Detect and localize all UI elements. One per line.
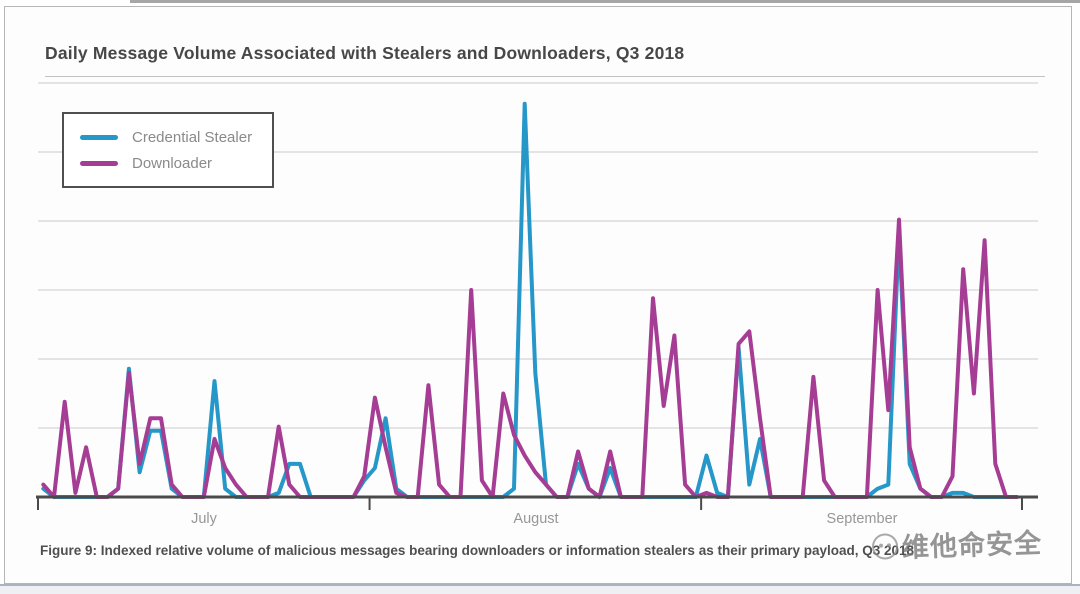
credential-stealer-line-swatch: [80, 134, 118, 140]
screenshot-top-edge: [130, 0, 1080, 3]
downloader-line-swatch: [80, 160, 118, 166]
legend-item-downloader: Downloader: [80, 155, 272, 172]
chart-title: Daily Message Volume Associated with Ste…: [45, 43, 685, 63]
x-axis-label-july: July: [191, 511, 217, 527]
legend-label: Credential Stealer: [132, 128, 253, 146]
legend-label: Downloader: [132, 154, 213, 172]
screenshot-bottom-margin: [0, 586, 1080, 594]
title-divider: [45, 76, 1045, 77]
screenshot-bottom-edge: [0, 584, 1080, 586]
figure-caption: Figure 9: Indexed relative volume of mal…: [40, 543, 915, 558]
report-figure-card: Daily Message Volume Associated with Ste…: [4, 6, 1072, 584]
legend-item-credential-stealer: Credential Stealer: [80, 129, 272, 146]
x-axis-label-august: August: [513, 511, 559, 527]
chart-legend: Credential Stealer Downloader: [62, 112, 274, 188]
x-axis-label-september: September: [826, 511, 898, 527]
